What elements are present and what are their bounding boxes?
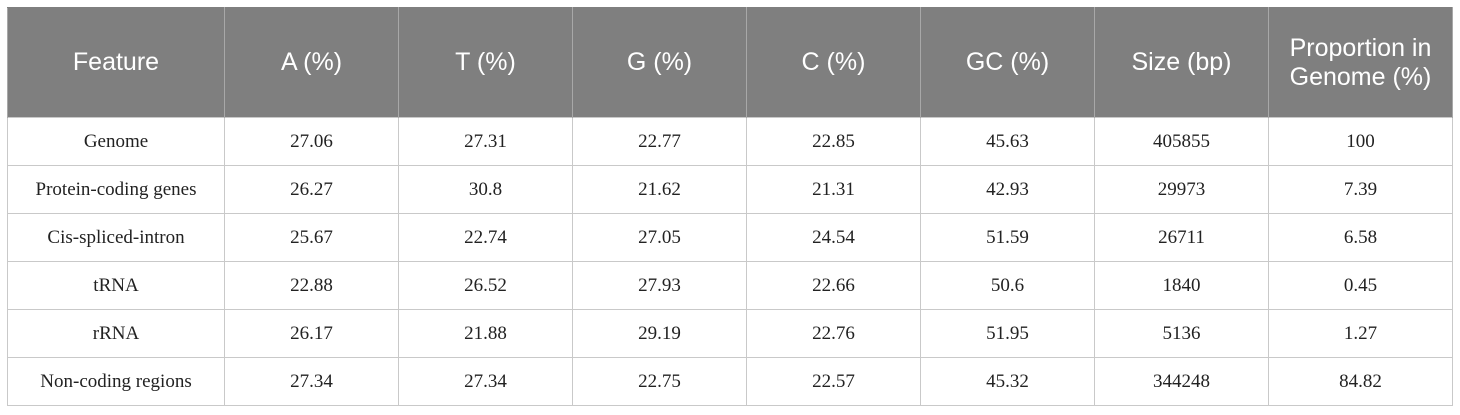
cell-t: 27.31 <box>398 117 573 166</box>
header-t-percent: T (%) <box>398 7 573 118</box>
cell-g: 29.19 <box>572 309 747 358</box>
cell-a: 27.34 <box>224 357 399 406</box>
cell-c: 22.85 <box>746 117 921 166</box>
cell-g: 27.93 <box>572 261 747 310</box>
cell-t: 30.8 <box>398 165 573 214</box>
table-row: Non-coding regions 27.34 27.34 22.75 22.… <box>7 357 1453 406</box>
cell-proportion: 0.45 <box>1268 261 1453 310</box>
table-row: Genome 27.06 27.31 22.77 22.85 45.63 405… <box>7 117 1453 166</box>
cell-gc: 51.95 <box>920 309 1095 358</box>
cell-a: 26.17 <box>224 309 399 358</box>
cell-a: 22.88 <box>224 261 399 310</box>
cell-t: 21.88 <box>398 309 573 358</box>
cell-size: 26711 <box>1094 213 1269 262</box>
cell-proportion: 6.58 <box>1268 213 1453 262</box>
cell-t: 27.34 <box>398 357 573 406</box>
cell-size: 344248 <box>1094 357 1269 406</box>
cell-gc: 51.59 <box>920 213 1095 262</box>
genome-composition-table: Feature A (%) T (%) G (%) C (%) GC (%) S… <box>7 7 1453 406</box>
header-a-percent: A (%) <box>224 7 399 118</box>
cell-g: 22.75 <box>572 357 747 406</box>
cell-proportion: 7.39 <box>1268 165 1453 214</box>
cell-proportion: 84.82 <box>1268 357 1453 406</box>
cell-feature: tRNA <box>7 261 225 310</box>
cell-feature: Non-coding regions <box>7 357 225 406</box>
cell-a: 25.67 <box>224 213 399 262</box>
cell-g: 21.62 <box>572 165 747 214</box>
table-row: Cis-spliced-intron 25.67 22.74 27.05 24.… <box>7 213 1453 262</box>
cell-gc: 45.63 <box>920 117 1095 166</box>
header-size-bp: Size (bp) <box>1094 7 1269 118</box>
cell-c: 22.76 <box>746 309 921 358</box>
header-row: Feature A (%) T (%) G (%) C (%) GC (%) S… <box>7 7 1453 118</box>
cell-c: 22.57 <box>746 357 921 406</box>
cell-size: 1840 <box>1094 261 1269 310</box>
cell-size: 405855 <box>1094 117 1269 166</box>
cell-t: 26.52 <box>398 261 573 310</box>
cell-gc: 50.6 <box>920 261 1095 310</box>
cell-proportion: 100 <box>1268 117 1453 166</box>
header-proportion: Proportion in Genome (%) <box>1268 7 1453 118</box>
cell-c: 22.66 <box>746 261 921 310</box>
cell-feature: Protein-coding genes <box>7 165 225 214</box>
cell-t: 22.74 <box>398 213 573 262</box>
table-container: Feature A (%) T (%) G (%) C (%) GC (%) S… <box>7 7 1453 406</box>
cell-a: 26.27 <box>224 165 399 214</box>
header-feature: Feature <box>7 7 225 118</box>
cell-gc: 42.93 <box>920 165 1095 214</box>
table-row: rRNA 26.17 21.88 29.19 22.76 51.95 5136 … <box>7 309 1453 358</box>
cell-proportion: 1.27 <box>1268 309 1453 358</box>
cell-feature: Cis-spliced-intron <box>7 213 225 262</box>
table-row: tRNA 22.88 26.52 27.93 22.66 50.6 1840 0… <box>7 261 1453 310</box>
cell-c: 24.54 <box>746 213 921 262</box>
cell-c: 21.31 <box>746 165 921 214</box>
table-row: Protein-coding genes 26.27 30.8 21.62 21… <box>7 165 1453 214</box>
header-gc-percent: GC (%) <box>920 7 1095 118</box>
header-g-percent: G (%) <box>572 7 747 118</box>
cell-feature: Genome <box>7 117 225 166</box>
cell-size: 5136 <box>1094 309 1269 358</box>
header-c-percent: C (%) <box>746 7 921 118</box>
cell-g: 22.77 <box>572 117 747 166</box>
cell-feature: rRNA <box>7 309 225 358</box>
cell-gc: 45.32 <box>920 357 1095 406</box>
cell-a: 27.06 <box>224 117 399 166</box>
cell-g: 27.05 <box>572 213 747 262</box>
cell-size: 29973 <box>1094 165 1269 214</box>
